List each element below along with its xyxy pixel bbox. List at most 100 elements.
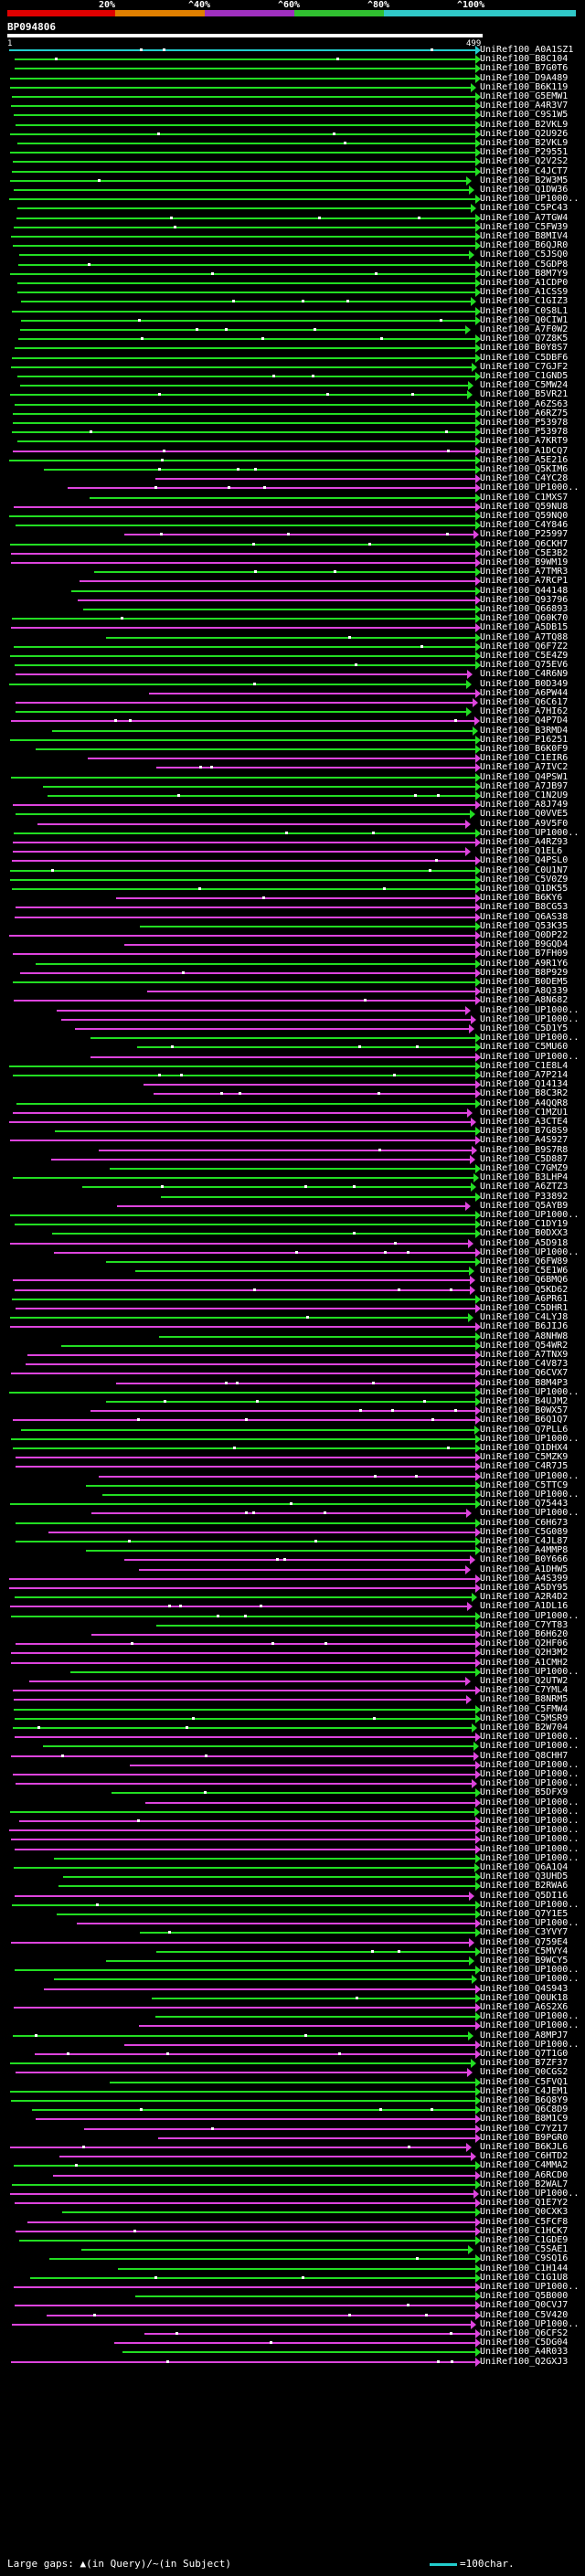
hit-label[interactable]: UniRef100_UP1000.. <box>480 482 580 493</box>
hit-label[interactable]: UniRef100_UP1000.. <box>480 1834 580 1844</box>
hit-label[interactable]: UniRef100_C4YC28 <box>480 473 569 483</box>
hit-label[interactable]: UniRef100_Q0CGS2 <box>480 2067 569 2077</box>
hit-row[interactable]: UniRef100_Q2H3M2 <box>0 1648 585 1658</box>
hit-label[interactable]: UniRef100_C5MW24 <box>480 380 569 390</box>
hit-label[interactable]: UniRef100_Q1DK55 <box>480 884 569 894</box>
hit-row[interactable]: UniRef100_C4YC28 <box>0 473 585 483</box>
hit-row[interactable]: UniRef100_UP1000.. <box>0 1005 585 1015</box>
hit-row[interactable]: UniRef100_C4Y846 <box>0 520 585 530</box>
hit-row[interactable]: UniRef100_B3RMD4 <box>0 726 585 736</box>
hit-row[interactable]: UniRef100_UP1000.. <box>0 1667 585 1677</box>
hit-row[interactable]: UniRef100_C1DY19 <box>0 1219 585 1229</box>
hit-row[interactable]: UniRef100_B6JIJ6 <box>0 1321 585 1331</box>
hit-label[interactable]: UniRef100_C7GMZ9 <box>480 1163 569 1173</box>
hit-row[interactable]: UniRef100_A1CDP0 <box>0 278 585 288</box>
hit-label[interactable]: UniRef100_C1N2U9 <box>480 790 569 800</box>
hit-label[interactable]: UniRef100_A7HI62 <box>480 706 569 716</box>
hit-row[interactable]: UniRef100_C5MVY4 <box>0 1946 585 1956</box>
hit-row[interactable]: UniRef100_B8M1C9 <box>0 2114 585 2124</box>
hit-row[interactable]: UniRef100_B2W3M5 <box>0 175 585 186</box>
hit-label[interactable]: UniRef100_B8C104 <box>480 54 569 64</box>
hit-label[interactable]: UniRef100_Q4PSL0 <box>480 855 569 865</box>
hit-row[interactable]: UniRef100_A4RZ93 <box>0 837 585 847</box>
hit-label[interactable]: UniRef100_B2VKL9 <box>480 120 569 130</box>
hit-row[interactable]: UniRef100_B9WM19 <box>0 557 585 567</box>
hit-label[interactable]: UniRef100_C4JCT7 <box>480 166 569 176</box>
hit-label[interactable]: UniRef100_B9S7R8 <box>480 1145 569 1155</box>
hit-row[interactable]: UniRef100_Q7PLL6 <box>0 1425 585 1435</box>
hit-label[interactable]: UniRef100_C0U1N7 <box>480 865 569 875</box>
hit-row[interactable]: UniRef100_D9A489 <box>0 73 585 83</box>
hit-row[interactable]: UniRef100_B8P929 <box>0 968 585 978</box>
hit-label[interactable]: UniRef100_C7YZ17 <box>480 2124 569 2134</box>
hit-label[interactable]: UniRef100_Q6CFS2 <box>480 2328 569 2338</box>
hit-row[interactable]: UniRef100_Q6CVX7 <box>0 1368 585 1378</box>
hit-label[interactable]: UniRef100_C5D1Y5 <box>480 1023 569 1034</box>
hit-row[interactable]: UniRef100_C5D887 <box>0 1154 585 1164</box>
hit-label[interactable]: UniRef100_B8C3R2 <box>480 1088 569 1098</box>
hit-label[interactable]: UniRef100_Q5AYB9 <box>480 1201 569 1211</box>
hit-row[interactable]: UniRef100_A6ZTZ3 <box>0 1182 585 1192</box>
hit-label[interactable]: UniRef100_C6H673 <box>480 1518 569 1528</box>
hit-row[interactable]: UniRef100_C0U1N7 <box>0 865 585 875</box>
hit-row[interactable]: UniRef100_A7TNX9 <box>0 1350 585 1360</box>
hit-label[interactable]: UniRef100_C9S1W5 <box>480 110 569 120</box>
hit-label[interactable]: UniRef100_C5E1W6 <box>480 1266 569 1276</box>
hit-label[interactable]: UniRef100_C1G1U8 <box>480 2273 569 2283</box>
hit-row[interactable]: UniRef100_Q59NQ0 <box>0 511 585 521</box>
hit-label[interactable]: UniRef100_Q59NU8 <box>480 502 569 512</box>
hit-label[interactable]: UniRef100_UP1000.. <box>480 1033 580 1043</box>
hit-row[interactable]: UniRef100_B6QJR0 <box>0 240 585 250</box>
hit-label[interactable]: UniRef100_B6Q8Y9 <box>480 2095 569 2105</box>
hit-row[interactable]: UniRef100_C5DHR1 <box>0 1303 585 1313</box>
hit-label[interactable]: UniRef100_Q2GXJ3 <box>480 2357 569 2367</box>
hit-row[interactable]: UniRef100_C4LYJ8 <box>0 1312 585 1322</box>
hit-row[interactable]: UniRef100_Q6C8D9 <box>0 2104 585 2115</box>
hit-row[interactable]: UniRef100_P53978 <box>0 418 585 428</box>
hit-row[interactable]: UniRef100_UP1000.. <box>0 1853 585 1863</box>
hit-row[interactable]: UniRef100_A7TMR3 <box>0 567 585 577</box>
hit-label[interactable]: UniRef100_Q5KIM6 <box>480 464 569 474</box>
hit-row[interactable]: UniRef100_A1DL16 <box>0 1601 585 1611</box>
hit-label[interactable]: UniRef100_C4JEM1 <box>480 2086 569 2096</box>
hit-row[interactable]: UniRef100_C5FVQ1 <box>0 2077 585 2087</box>
hit-label[interactable]: UniRef100_B7FH09 <box>480 949 569 959</box>
hit-label[interactable]: UniRef100_UP1000.. <box>480 1760 580 1770</box>
hit-label[interactable]: UniRef100_C1GDE9 <box>480 2235 569 2245</box>
hit-row[interactable]: UniRef100_A6ZS63 <box>0 399 585 409</box>
hit-label[interactable]: UniRef100_B5DFX9 <box>480 1787 569 1797</box>
hit-row[interactable]: UniRef100_A3CTE4 <box>0 1117 585 1127</box>
hit-label[interactable]: UniRef100_UP1000.. <box>480 1918 580 1928</box>
hit-label[interactable]: UniRef100_Q0DP22 <box>480 930 569 940</box>
hit-row[interactable]: UniRef100_C5V420 <box>0 2310 585 2320</box>
hit-label[interactable]: UniRef100_Q1EL6 <box>480 846 563 856</box>
hit-label[interactable]: UniRef100_C1MXS7 <box>480 493 569 503</box>
hit-row[interactable]: UniRef100_Q5DI16 <box>0 1891 585 1901</box>
hit-label[interactable]: UniRef100_A4S927 <box>480 1135 569 1145</box>
hit-label[interactable]: UniRef100_C5E4Z9 <box>480 651 569 661</box>
hit-row[interactable]: UniRef100_A1CSS9 <box>0 287 585 297</box>
hit-row[interactable]: UniRef100_B0Y666 <box>0 1554 585 1564</box>
hit-label[interactable]: UniRef100_Q8CHH7 <box>480 1751 569 1761</box>
hit-row[interactable]: UniRef100_A1DCQ7 <box>0 446 585 456</box>
hit-label[interactable]: UniRef100_C5MSR9 <box>480 1713 569 1723</box>
hit-label[interactable]: UniRef100_UP1000.. <box>480 1508 580 1518</box>
hit-label[interactable]: UniRef100_C9SQ16 <box>480 2253 569 2263</box>
hit-label[interactable]: UniRef100_B7ZF37 <box>480 2058 569 2068</box>
hit-row[interactable]: UniRef100_Q44148 <box>0 586 585 596</box>
hit-label[interactable]: UniRef100_A8Q339 <box>480 986 569 996</box>
hit-label[interactable]: UniRef100_A5D918 <box>480 1238 569 1248</box>
hit-label[interactable]: UniRef100_UP1000.. <box>480 1769 580 1779</box>
hit-label[interactable]: UniRef100_UP1000.. <box>480 2020 580 2030</box>
hit-row[interactable]: UniRef100_UP1000.. <box>0 1807 585 1817</box>
hit-label[interactable]: UniRef100_B3RMD4 <box>480 726 569 736</box>
hit-row[interactable]: UniRef100_B6H620 <box>0 1629 585 1639</box>
hit-row[interactable]: UniRef100_Q0CXK3 <box>0 2207 585 2217</box>
hit-row[interactable]: UniRef100_C5PC43 <box>0 203 585 213</box>
hit-row[interactable]: UniRef100_Q4PSW1 <box>0 772 585 782</box>
hit-label[interactable]: UniRef100_UP1000.. <box>480 1611 580 1621</box>
hit-row[interactable]: UniRef100_B8M4P3 <box>0 1378 585 1388</box>
hit-label[interactable]: UniRef100_C1MZU1 <box>480 1108 569 1118</box>
hit-label[interactable]: UniRef100_Q75443 <box>480 1499 569 1509</box>
hit-row[interactable]: UniRef100_C6HTD2 <box>0 2151 585 2161</box>
